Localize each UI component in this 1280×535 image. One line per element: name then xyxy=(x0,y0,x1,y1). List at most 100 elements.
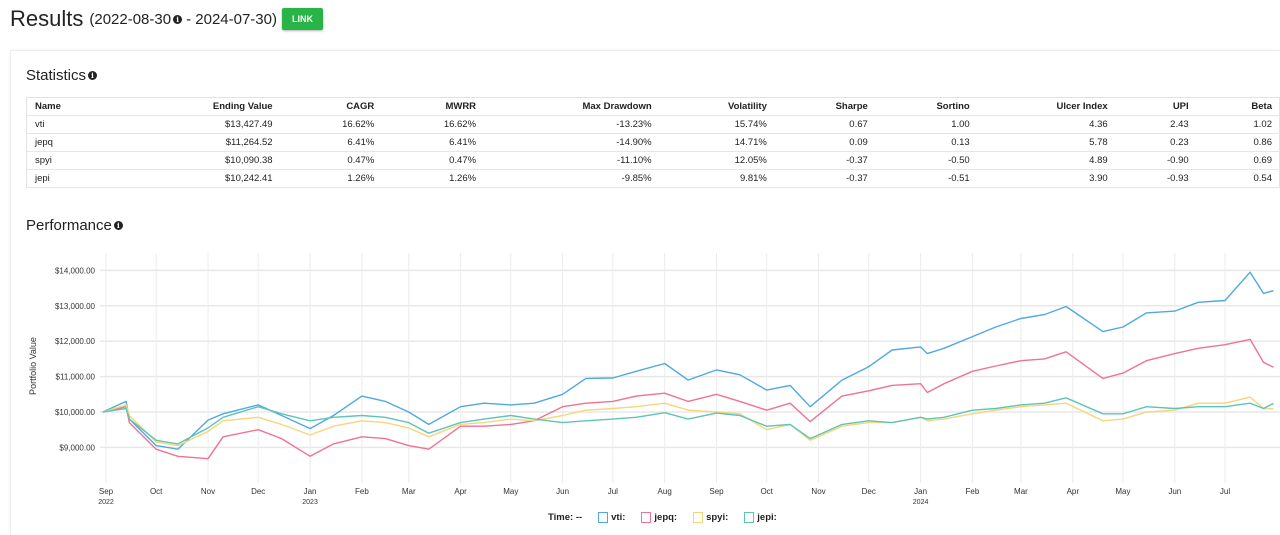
table-row: jepi $10,242.41 1.26% 1.26% -9.85% 9.81% -0.37… xyxy=(26,169,1280,188)
statistics-heading: Statistics i xyxy=(26,67,101,84)
legend-item-vti[interactable]: vti: xyxy=(598,512,625,523)
cell: 16.62% xyxy=(279,115,382,134)
x-tick-label: Oct xyxy=(150,487,163,496)
x-tick-label: Jan xyxy=(304,487,317,496)
performance-chart[interactable]: $9,000.00 $10,000.00 $11,000.00 $12,000.00 $… xyxy=(0,240,1280,535)
cell: 0.47% xyxy=(279,151,382,170)
x-tick-label: Jul xyxy=(1220,487,1230,496)
column-header[interactable]: Beta xyxy=(1195,97,1280,116)
cell: -0.37 xyxy=(773,169,875,188)
x-tick-label: Apr xyxy=(1067,487,1080,496)
x-tick-label: Dec xyxy=(251,487,265,496)
start-date: (2022-08-30 xyxy=(89,10,172,28)
cell: 14.71% xyxy=(658,133,774,152)
cell: $13,427.49 xyxy=(144,115,280,134)
legend-item-jepq[interactable]: jepq: xyxy=(641,512,677,523)
column-header[interactable]: MWRR xyxy=(381,97,484,116)
legend-swatch xyxy=(598,512,609,523)
y-tick-label: $14,000.00 xyxy=(55,266,96,275)
x-tick-label: Aug xyxy=(658,487,672,496)
y-tick-label: $11,000.00 xyxy=(56,373,96,382)
x-tick-label: Jun xyxy=(1168,487,1181,496)
statistics-table: Name Ending Value CAGR MWRR Max Drawdown Vola… xyxy=(26,97,1280,188)
column-header[interactable]: UPI xyxy=(1114,97,1196,116)
y-tick-label: $9,000.00 xyxy=(59,443,95,452)
cell: -0.90 xyxy=(1114,151,1196,170)
cell: 4.36 xyxy=(976,115,1115,134)
y-tick-label: $10,000.00 xyxy=(55,408,96,417)
chart-legend: Time: -- vti: jepq: spyi: jepi: xyxy=(548,512,793,523)
statistics-title: Statistics xyxy=(26,67,87,84)
x-tick-year: 2023 xyxy=(302,499,318,506)
column-header[interactable]: Sortino xyxy=(874,97,977,116)
cell: 0.69 xyxy=(1195,151,1280,170)
cell: 0.47% xyxy=(381,151,484,170)
cell: 0.09 xyxy=(773,133,875,152)
table-row: vti $13,427.49 16.62% 16.62% -13.23% 15.74% 0.… xyxy=(26,115,1280,134)
legend-item-jepi[interactable]: jepi: xyxy=(744,512,777,523)
cell: 5.78 xyxy=(976,133,1115,152)
x-tick-label: May xyxy=(503,487,518,496)
table-row: spyi $10,090.38 0.47% 0.47% -11.10% 12.05% -0.… xyxy=(26,151,1280,170)
x-tick-year: 2022 xyxy=(98,499,114,506)
cell: 1.00 xyxy=(874,115,977,134)
legend-swatch xyxy=(744,512,755,523)
column-header[interactable]: Ulcer Index xyxy=(976,97,1115,116)
cell: -9.85% xyxy=(483,169,659,188)
table-row: jepq $11,264.52 6.41% 6.41% -14.90% 14.71% 0.0… xyxy=(26,133,1280,152)
x-tick-label: Jul xyxy=(608,487,618,496)
legend-time-label: Time: xyxy=(548,512,574,523)
cell: -0.37 xyxy=(773,151,875,170)
cell: 0.67 xyxy=(773,115,875,134)
cell: 2.43 xyxy=(1114,115,1196,134)
x-tick-label: Nov xyxy=(201,487,215,496)
x-tick-label: Dec xyxy=(862,487,876,496)
cell: -0.93 xyxy=(1114,169,1196,188)
cell: 9.81% xyxy=(658,169,774,188)
x-tick-label: Apr xyxy=(454,487,467,496)
cell: 1.26% xyxy=(279,169,382,188)
cell: 1.26% xyxy=(381,169,484,188)
column-header[interactable]: Max Drawdown xyxy=(483,97,659,116)
legend-item-spyi[interactable]: spyi: xyxy=(693,512,728,523)
cell: -14.90% xyxy=(483,133,659,152)
cell: $10,242.41 xyxy=(144,169,280,188)
cell: 0.13 xyxy=(874,133,977,152)
cell: -13.23% xyxy=(483,115,659,134)
cell: 6.41% xyxy=(381,133,484,152)
column-header[interactable]: Sharpe xyxy=(773,97,875,116)
legend-swatch xyxy=(693,512,704,523)
x-tick-label: Jun xyxy=(556,487,569,496)
x-tick-label: May xyxy=(1115,487,1130,496)
column-header[interactable]: Volatility xyxy=(658,97,774,116)
x-tick-label: Mar xyxy=(1014,487,1028,496)
y-tick-label: $13,000.00 xyxy=(55,302,96,311)
series-line-spyi xyxy=(102,396,1274,447)
legend-swatch xyxy=(641,512,652,523)
y-axis-label: Portfolio Value xyxy=(28,337,38,395)
legend-label: jepq: xyxy=(654,512,678,523)
info-icon[interactable]: i xyxy=(88,71,98,80)
cell: -0.50 xyxy=(874,151,977,170)
row-name: jepq xyxy=(26,133,145,152)
results-header: Results (2022-08-30 i - 2024-07-30) LINK xyxy=(10,6,323,32)
column-header[interactable]: Name xyxy=(26,97,145,116)
x-tick-label: Jan xyxy=(914,487,927,496)
cell: 1.02 xyxy=(1195,115,1280,134)
row-name: jepi xyxy=(26,169,145,188)
performance-title: Performance xyxy=(26,217,112,234)
x-tick-year: 2024 xyxy=(913,499,929,506)
cell: -0.51 xyxy=(874,169,977,188)
x-tick-label: Mar xyxy=(402,487,416,496)
legend-label: jepi: xyxy=(757,512,777,523)
info-icon[interactable]: i xyxy=(173,14,183,24)
column-header[interactable]: CAGR xyxy=(279,97,382,116)
cell: 4.89 xyxy=(976,151,1115,170)
series-line-jepq xyxy=(102,338,1274,460)
column-header[interactable]: Ending Value xyxy=(144,97,280,116)
info-icon[interactable]: i xyxy=(113,221,123,230)
results-card xyxy=(10,50,1280,535)
legend-time-value: -- xyxy=(575,512,583,523)
cell: $11,264.52 xyxy=(144,133,280,152)
link-button[interactable]: LINK xyxy=(281,8,323,30)
